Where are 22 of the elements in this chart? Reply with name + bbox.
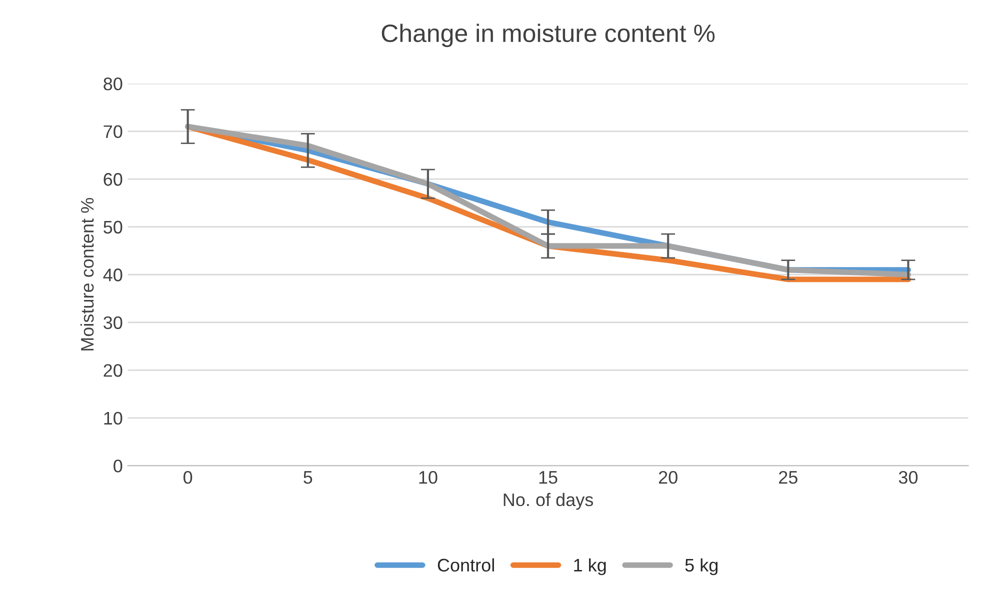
x-axis-title: No. of days: [504, 492, 594, 510]
x-tick-label: 10: [419, 471, 438, 484]
y-tick-label: 20: [104, 364, 122, 377]
y-tick-label: 10: [104, 412, 122, 425]
y-tick-label: 50: [104, 220, 122, 234]
y-axis-title: Moisture content %: [80, 198, 94, 350]
y-tick-label: 40: [103, 268, 122, 282]
legend-label: 5 kg: [685, 558, 718, 576]
x-tick-label: 15: [539, 471, 558, 484]
x-tick-label: 5: [304, 471, 312, 484]
x-tick-label: 20: [658, 471, 678, 484]
y-tick-label: 70: [104, 125, 122, 138]
x-tick-label: 25: [779, 471, 798, 484]
legend-label: 1 kg: [574, 558, 606, 576]
legend-label: Control: [438, 558, 494, 572]
y-tick-label: 80: [104, 78, 122, 90]
y-tick-label: 30: [104, 316, 122, 330]
y-tick-label: 0: [114, 460, 122, 472]
x-tick-label: 0: [184, 471, 192, 484]
x-tick-label: 30: [898, 471, 918, 484]
y-tick-label: 60: [104, 173, 122, 186]
chart-title: Change in moisture content %: [382, 24, 715, 48]
